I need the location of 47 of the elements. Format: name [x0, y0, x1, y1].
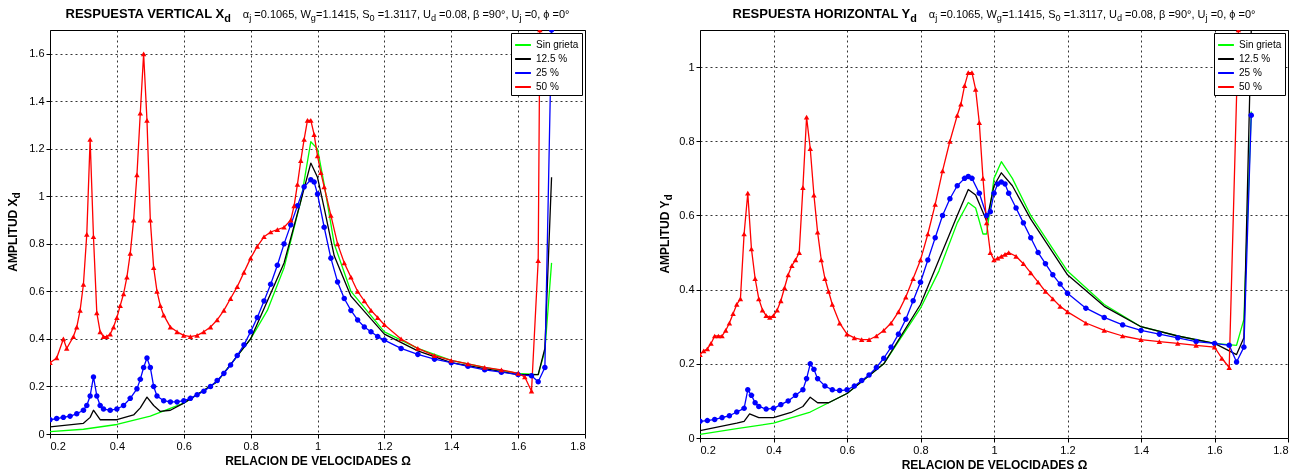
x-tick-label: 1.4: [1133, 443, 1150, 456]
x-tick-label: 1: [991, 443, 998, 456]
x-tick-label: 1.4: [444, 439, 460, 452]
y-tick-label: 0.6: [29, 284, 45, 297]
y-tick-label: 1.6: [29, 47, 45, 60]
x-tick-label: 1.2: [377, 439, 393, 452]
text: α$_{j}$ =0.1065, W$_{g}$=1.1415, S$_{0}$ =1.3117, U$_{d}$ =0.08, β =90°, U$_{j}$ =0, ϕ =0°: [928, 8, 1256, 24]
legend-label: Sin grieta: [536, 39, 579, 50]
x-tick-label: 1.6: [1207, 443, 1223, 456]
legend-label: 50 %: [1239, 81, 1262, 92]
x-tick-label: 0.2: [700, 443, 716, 456]
x-tick-label: 1.8: [1273, 443, 1289, 456]
y-tick-label: 0.4: [679, 283, 695, 296]
chart-title: RESPUESTA HORIZONTAL Y$_{d}$: [732, 6, 917, 24]
chart-title: RESPUESTA VERTICAL X$_{d}$: [65, 6, 231, 24]
x-tick-label: 0.4: [109, 439, 126, 452]
y-tick-label: 0.8: [679, 134, 695, 147]
x-tick-label: 0.8: [913, 443, 929, 456]
y-tick-label: 0.2: [679, 357, 695, 370]
x-tick-label: 0.6: [839, 443, 856, 456]
y-tick-label: 0.6: [679, 208, 695, 221]
x-tick-label: 0.6: [176, 439, 192, 452]
legend-label: Sin grieta: [1239, 39, 1282, 50]
y-tick-label: 1.4: [29, 94, 45, 107]
x-tick-label: 0.8: [243, 439, 259, 452]
y-tick-label: 0: [688, 431, 695, 444]
x-tick-label: 1.6: [510, 439, 527, 452]
legend-label: 12.5 %: [1239, 53, 1271, 64]
y-tick-label: 1: [38, 189, 45, 202]
x-tick-label: 1.8: [570, 439, 586, 452]
y-tick-label: 1: [688, 60, 695, 73]
y-tick-label: 0: [38, 427, 45, 440]
legend-label: 25 %: [1239, 67, 1262, 78]
y-tick-label: 0.8: [29, 237, 45, 250]
text: α$_{j}$ =0.1065, W$_{g}$=1.1415, S$_{0}$ =1.3117, U$_{d}$ =0.08, β =90°, U$_{j}$ =0, ϕ =0°: [242, 8, 570, 24]
y-tick-label: 0.2: [29, 379, 45, 392]
x-tick-label: 1.2: [1060, 443, 1076, 456]
x-tick-label: 0.4: [766, 443, 782, 456]
legend-label: 12.5 %: [536, 53, 568, 64]
y-tick-label: 0.4: [29, 332, 45, 345]
x-axis-title: RELACION DE VELOCIDADES Ω: [225, 453, 412, 468]
legend-label: 50 %: [536, 81, 559, 92]
x-tick-label: 0.2: [50, 439, 66, 452]
y-tick-label: 1.2: [29, 142, 45, 155]
x-axis-title: RELACION DE VELOCIDADES Ω: [901, 457, 1088, 472]
x-tick-label: 1: [314, 439, 322, 452]
legend-label: 25 %: [536, 67, 559, 78]
